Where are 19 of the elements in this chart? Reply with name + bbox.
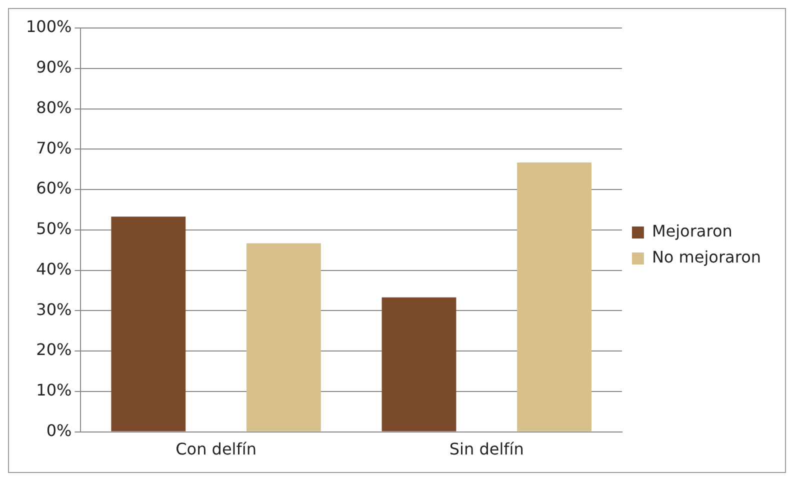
- x-tick-label: Con delfín: [176, 440, 256, 459]
- y-tick-label: 90%: [36, 58, 72, 77]
- y-tick-label: 40%: [36, 259, 72, 278]
- bar: [517, 162, 592, 432]
- x-tick-label: Sin delfín: [449, 440, 524, 459]
- bar: [246, 243, 321, 432]
- legend-label: No mejoraron: [652, 248, 761, 267]
- y-tick-label: 0%: [46, 420, 72, 440]
- bar: [382, 297, 456, 432]
- legend-label: Mejoraron: [652, 222, 732, 241]
- y-tick-label: 20%: [36, 340, 72, 360]
- y-tick-label: 10%: [36, 380, 72, 400]
- bar: [111, 216, 186, 432]
- y-tick-label: 70%: [36, 138, 72, 158]
- y-tick-label: 30%: [36, 300, 72, 319]
- y-tick-label: 100%: [26, 17, 72, 36]
- y-tick-label: 50%: [36, 219, 72, 238]
- y-tick-label: 80%: [36, 98, 72, 117]
- y-tick-label: 60%: [36, 178, 72, 198]
